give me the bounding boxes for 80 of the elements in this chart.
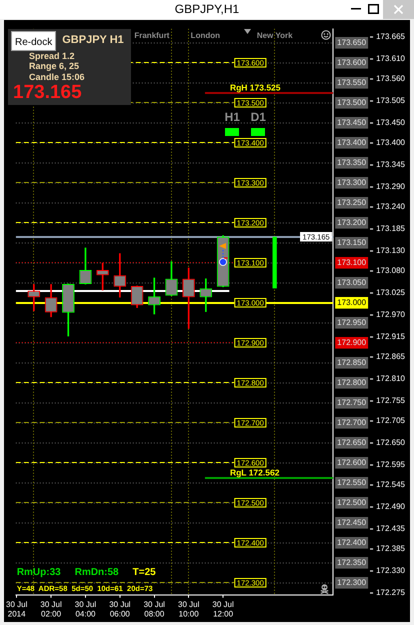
annotation: RmDn:58: [74, 566, 119, 578]
y-tick-label: 172.300: [337, 578, 367, 588]
y2-tick-label: 172.275: [376, 588, 406, 598]
annotation: H1: [224, 110, 240, 124]
ref-line-label: London: [190, 31, 220, 40]
y2-tick-label: 172.435: [376, 524, 406, 534]
y-tick-label: 173.150: [337, 238, 367, 248]
y-tick-label: 172.900: [337, 338, 367, 348]
x-tick-label: 30 Jul 10:00: [178, 600, 200, 618]
y2-tick-label: 172.865: [376, 352, 406, 362]
y-tick-label: 172.550: [337, 478, 367, 488]
ref-line-label: Frankfurt: [134, 31, 170, 40]
annotation: T=25: [132, 566, 156, 578]
y-tick-label: 173.550: [337, 78, 367, 88]
y-tick-label: 172.500: [337, 498, 367, 508]
y-tick-label: 172.850: [337, 358, 367, 368]
annotation: RgL 172.562: [230, 468, 280, 478]
annotation: 173.165: [13, 82, 83, 104]
y-tick-label: 173.400: [337, 138, 367, 148]
y2-tick-label: 173.130: [376, 246, 406, 256]
y-tick-label: 172.600: [337, 458, 367, 468]
y-tick-label: 173.650: [337, 38, 367, 48]
y-tick-label: 173.350: [337, 158, 367, 168]
y-tick-label: 173.000: [337, 298, 367, 308]
y2-tick-label: 172.915: [376, 332, 406, 342]
y-tick-label: 173.500: [337, 98, 367, 108]
y2-tick-label: 173.400: [376, 138, 406, 148]
x-tick-label: 30 Jul 08:00: [144, 600, 166, 618]
annotation: RgH 173.525: [230, 82, 281, 92]
y2-tick-label: 172.650: [376, 438, 406, 448]
y-tick-label: 172.950: [337, 318, 367, 328]
y-tick-label: 172.650: [337, 438, 367, 448]
y-tick-label: 172.700: [337, 418, 367, 428]
y-tick-label: 173.250: [337, 198, 367, 208]
dock-button: Re-dock: [11, 30, 56, 51]
ref-line-label: New York: [256, 31, 294, 40]
y-tick-label: 173.600: [337, 58, 367, 68]
x-tick-label: 30 Jul 2014: [6, 600, 28, 618]
y2-tick-label: 173.240: [376, 202, 406, 212]
y2-tick-label: 172.385: [376, 544, 406, 554]
annotation: Range 6, 25: [29, 61, 80, 72]
x-tick-label: 30 Jul 04:00: [74, 600, 96, 618]
y2-tick-label: 172.595: [376, 460, 406, 470]
annotation: Re-dock: [15, 36, 52, 48]
y2-tick-label: 172.545: [376, 480, 406, 490]
y-tick-label: 173.100: [337, 258, 367, 268]
y2-tick-label: 173.025: [376, 288, 406, 298]
annotation: GBPJPY H1: [62, 34, 124, 48]
x-tick-label: 30 Jul 02:00: [40, 600, 62, 618]
y2-tick-label: 173.345: [376, 160, 406, 170]
y2-tick-label: 173.450: [376, 118, 406, 128]
y-tick-label: 172.800: [337, 378, 367, 388]
y2-tick-label: 172.970: [376, 310, 406, 320]
chart-title: GBPJPY,H1: [0, 2, 414, 16]
annotation: Spread 1.2: [29, 50, 76, 62]
y2-tick-label: 172.755: [376, 396, 406, 406]
y2-tick-label: 173.080: [376, 266, 406, 276]
y-tick-label: 173.300: [337, 178, 367, 188]
annotation: RmUp:33: [16, 566, 61, 578]
y-tick-label: 172.400: [337, 538, 367, 548]
y2-tick-label: 172.330: [376, 566, 406, 576]
y-tick-label: 172.750: [337, 398, 367, 408]
x-tick-label: 30 Jul 06:00: [109, 600, 131, 618]
y2-tick-label: 173.185: [376, 224, 406, 234]
y-tick-label: 172.450: [337, 518, 367, 528]
y2-tick-label: 173.610: [376, 54, 406, 64]
y2-tick-label: 173.290: [376, 182, 406, 192]
y2-tick-label: 173.560: [376, 74, 406, 84]
x-tick-label: 30 Jul 12:00: [212, 600, 234, 618]
annotation: D1: [250, 110, 266, 124]
y-tick-label: 173.450: [337, 118, 367, 128]
annotation: Candle 15:06: [29, 72, 86, 82]
y-tick-label: 172.350: [337, 558, 367, 568]
y2-tick-label: 172.490: [376, 502, 406, 512]
y2-tick-label: 172.705: [376, 416, 406, 426]
y2-tick-label: 173.505: [376, 96, 406, 106]
y-tick-label: 173.050: [337, 278, 367, 288]
y2-tick-label: 172.810: [376, 374, 406, 384]
y2-tick-label: 173.665: [376, 32, 406, 42]
y-tick-label: 173.200: [337, 218, 367, 228]
